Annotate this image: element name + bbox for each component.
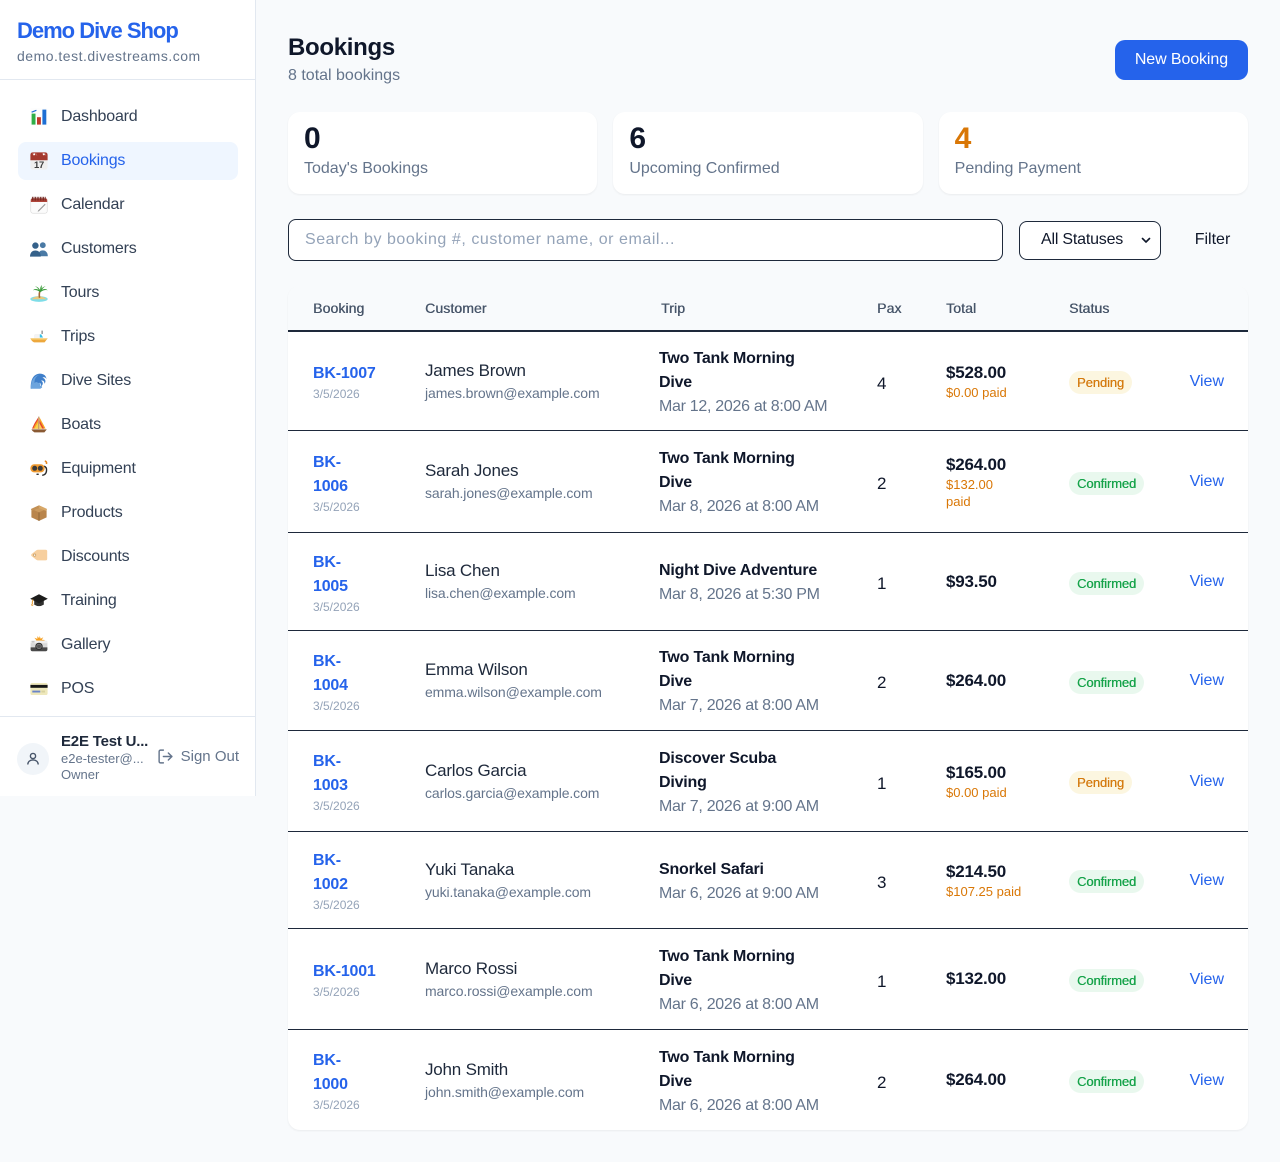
svg-text:17: 17 [34, 159, 44, 170]
